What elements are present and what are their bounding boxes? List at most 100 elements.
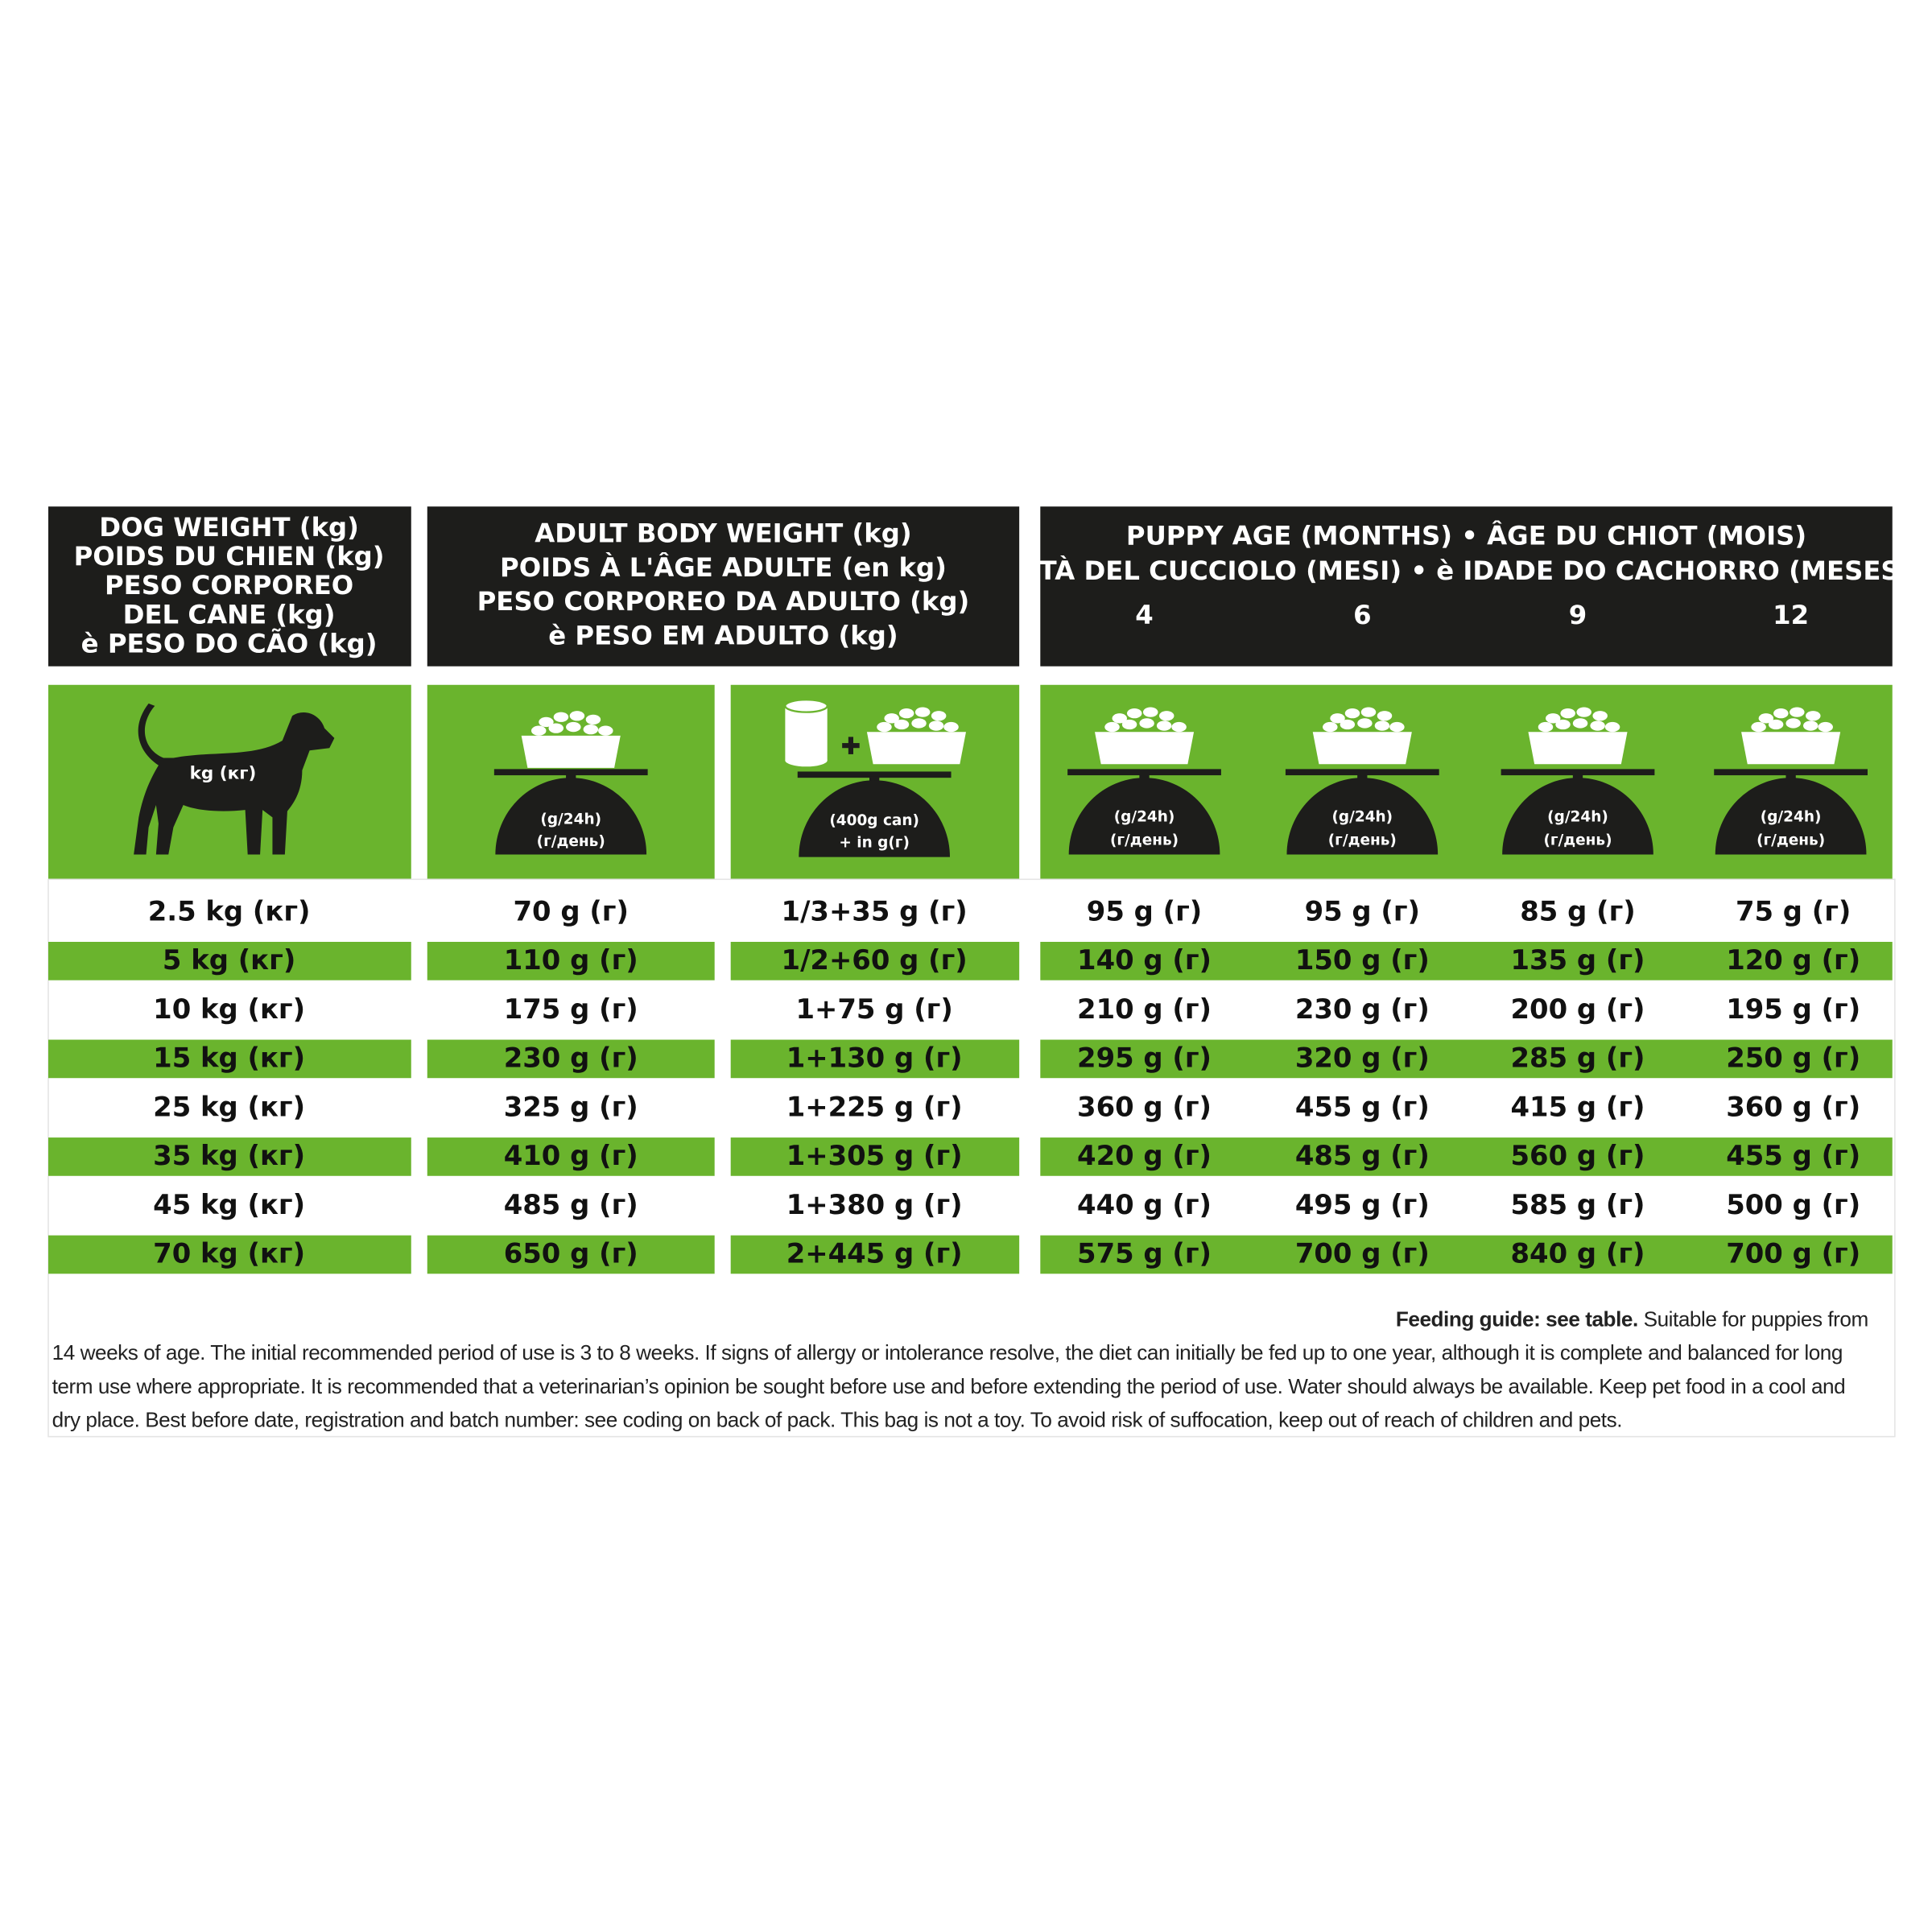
row-stripe	[427, 1137, 715, 1176]
unit-label: (400g can)	[829, 812, 919, 829]
table-cell: 455 g (г)	[1295, 1091, 1430, 1122]
age-label: 12	[1773, 600, 1809, 630]
header-text: POIDS DU CHIEN (kg)	[74, 541, 385, 572]
table-cell: 440 g (г)	[1077, 1189, 1212, 1220]
unit-label: (г/день)	[1543, 832, 1612, 849]
footer-text: Feeding guide: see table. Suitable for p…	[52, 1302, 1873, 1436]
table-cell: 320 g (г)	[1295, 1042, 1430, 1074]
row-stripe	[427, 1039, 715, 1079]
table-cell: 360 g (г)	[1726, 1091, 1860, 1122]
table-cell: 35 kg (кг)	[153, 1140, 305, 1171]
table-cell: 95 g (г)	[1305, 895, 1420, 927]
table-cell: 150 g (г)	[1295, 944, 1430, 976]
header-text: PESO CORPOREO	[105, 570, 353, 601]
table-cell: 485 g (г)	[504, 1189, 638, 1220]
row-stripe	[730, 1039, 1020, 1079]
table-cell: 210 g (г)	[1077, 993, 1212, 1025]
header-box	[427, 506, 1020, 667]
can-icon	[784, 699, 860, 767]
header-text: DOG WEIGHT (kg)	[99, 512, 359, 543]
table-cell: 230 g (г)	[504, 1042, 638, 1074]
row-stripe	[1040, 1235, 1893, 1274]
table-cell: 455 g (г)	[1726, 1140, 1860, 1171]
unit-label: (g/24h)	[1331, 808, 1393, 825]
row-stripe	[427, 941, 715, 980]
unit-label: (г/день)	[1110, 832, 1179, 849]
header-text: POIDS À L'ÂGE ADULTE (en kg)	[500, 552, 947, 583]
table-cell: 285 g (г)	[1511, 1042, 1645, 1074]
table-cell: 560 g (г)	[1511, 1140, 1645, 1171]
unit-label: (g/24h)	[1114, 808, 1175, 825]
row-stripe	[47, 1235, 411, 1274]
unit-label: (г/день)	[1757, 832, 1825, 849]
age-label: 9	[1569, 600, 1587, 630]
puppy-icons: (g/24h) (г/день) (g/24h) (г/день) (g/24h) (г/…	[1067, 707, 1868, 855]
table-cell: 85 g (г)	[1520, 895, 1635, 927]
row-stripe	[1040, 941, 1893, 980]
table-cell: 70 g (г)	[514, 895, 629, 927]
table-cell: 135 g (г)	[1511, 944, 1645, 976]
table-cell: 1+225 g (г)	[786, 1091, 963, 1122]
age-label: 6	[1353, 600, 1371, 630]
table-cell: 95 g (г)	[1087, 895, 1202, 927]
table-cell: 585 g (г)	[1511, 1189, 1645, 1220]
table-cell: 485 g (г)	[1295, 1140, 1430, 1171]
footer-bold: Feeding guide: see table.	[1395, 1307, 1638, 1331]
table-cell: 575 g (г)	[1077, 1238, 1212, 1269]
table-cell: 15 kg (кг)	[153, 1042, 305, 1074]
table-cell: 1/3+35 g (г)	[782, 895, 968, 927]
row-stripe	[47, 1039, 411, 1079]
table-cell: 120 g (г)	[1726, 944, 1860, 976]
unit-label: (g/24h)	[1761, 808, 1822, 825]
table-cell: 840 g (г)	[1511, 1238, 1645, 1269]
table-cell: 410 g (г)	[504, 1140, 638, 1171]
row-stripe	[730, 941, 1020, 980]
row-stripe	[427, 1235, 715, 1274]
unit-label: (g/24h)	[1547, 808, 1608, 825]
row-stripe	[47, 1137, 411, 1176]
table-cell: 325 g (г)	[504, 1091, 638, 1122]
table-cell: 200 g (г)	[1511, 993, 1645, 1025]
table-cell: 75 g (г)	[1736, 895, 1851, 927]
table-cell: 110 g (г)	[504, 944, 638, 976]
header-box	[1040, 506, 1893, 667]
row-stripe	[730, 1137, 1020, 1176]
table-cell: 250 g (г)	[1726, 1042, 1860, 1074]
table-cell: 1+75 g (г)	[795, 993, 952, 1025]
unit-label: (г/день)	[537, 833, 605, 850]
header-text: PESO CORPOREO DA ADULTO (kg)	[477, 586, 970, 617]
age-label: 4	[1135, 600, 1153, 630]
table-cell: 45 kg (кг)	[153, 1189, 305, 1220]
header-text: ADULT BODY WEIGHT (kg)	[535, 518, 911, 549]
dog-label: kg (кг)	[190, 764, 257, 784]
header-text: è PESO DO CÃO (kg)	[81, 629, 378, 659]
header-text: DEL CANE (kg)	[123, 599, 336, 630]
table-cell: 140 g (г)	[1077, 944, 1212, 976]
table-cell: 10 kg (кг)	[153, 993, 305, 1025]
unit-label: (г/день)	[1328, 832, 1397, 849]
footer-body: Suitable for puppies from 14 weeks of ag…	[52, 1307, 1869, 1432]
table-cell: 5 kg (кг)	[163, 944, 295, 976]
table-cell: 495 g (г)	[1295, 1189, 1430, 1220]
unit-label: + in g(г)	[839, 835, 910, 852]
table-cell: 25 kg (кг)	[153, 1091, 305, 1122]
table-cell: 295 g (г)	[1077, 1042, 1212, 1074]
table-cell: 420 g (г)	[1077, 1140, 1212, 1171]
row-stripe	[47, 941, 411, 980]
row-stripe	[1040, 1039, 1893, 1079]
header-box	[47, 506, 411, 667]
table-cell: 415 g (г)	[1511, 1091, 1645, 1122]
table-cell: 70 kg (кг)	[153, 1238, 305, 1269]
table-cell: 360 g (г)	[1077, 1091, 1212, 1122]
dog-icon	[134, 703, 335, 855]
table-cell: 1/2+60 g (г)	[782, 944, 968, 976]
table-cell: 700 g (г)	[1726, 1238, 1860, 1269]
unit-label: (g/24h)	[540, 811, 601, 828]
table-cell: 1+380 g (г)	[786, 1189, 963, 1220]
table-cell: 175 g (г)	[504, 993, 638, 1025]
row-stripe	[730, 1235, 1020, 1274]
table-cell: 1+305 g (г)	[786, 1140, 963, 1171]
